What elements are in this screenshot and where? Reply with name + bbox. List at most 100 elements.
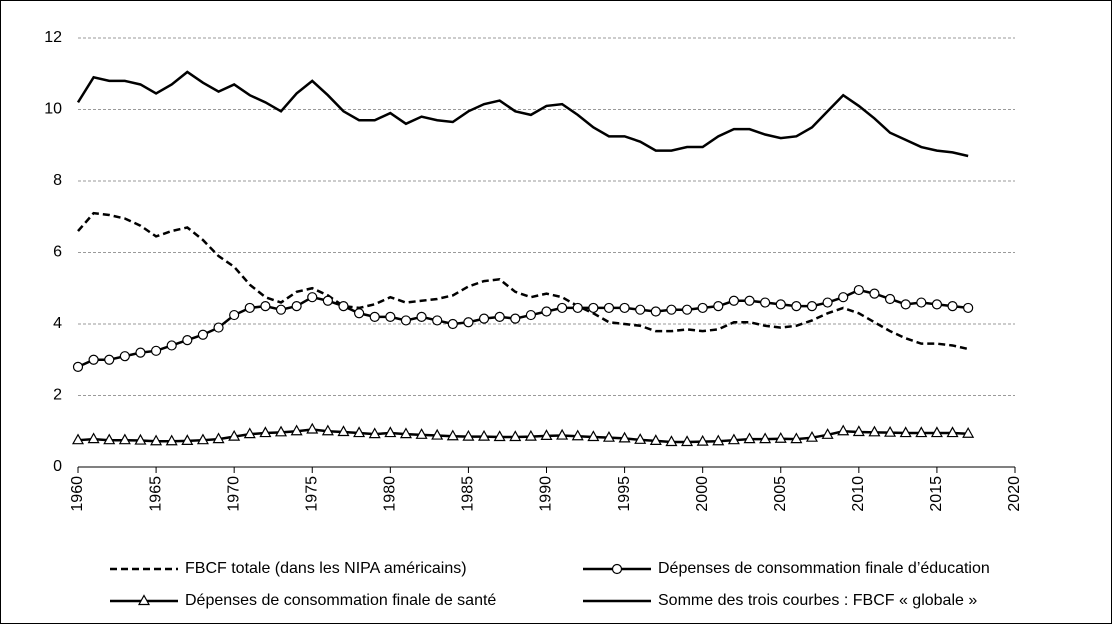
data-point — [853, 284, 864, 296]
data-point — [962, 427, 975, 438]
legend-label: Somme des trois courbes : FBCF « globale… — [658, 592, 977, 609]
data-point — [229, 309, 240, 321]
data-point — [947, 301, 958, 312]
data-point — [790, 432, 803, 444]
data-point — [884, 293, 896, 305]
data-point — [165, 434, 178, 446]
data-point — [509, 430, 522, 442]
data-point — [666, 304, 677, 315]
data-point — [760, 297, 771, 308]
data-point — [338, 301, 349, 312]
legend-label: Dépenses de consommation finale de santé — [185, 592, 496, 609]
data-point — [557, 302, 568, 314]
x-tick-label: 1995 — [616, 476, 633, 512]
data-point — [822, 297, 833, 308]
data-point — [744, 295, 755, 306]
data-point — [399, 427, 412, 439]
y-tick-label: 10 — [44, 101, 62, 118]
data-point — [791, 301, 802, 312]
data-point — [602, 430, 615, 442]
x-tick-label: 1965 — [147, 476, 164, 512]
data-point — [118, 433, 131, 445]
data-point — [650, 306, 661, 317]
data-point — [213, 322, 224, 333]
data-point — [275, 304, 287, 315]
data-point — [852, 425, 865, 437]
data-point — [665, 435, 678, 447]
x-tick-label: 1970 — [225, 476, 242, 512]
data-point — [196, 433, 209, 445]
data-point — [384, 426, 397, 438]
data-point — [446, 429, 459, 441]
data-point — [540, 429, 553, 440]
data-point — [385, 311, 396, 322]
data-point — [930, 426, 943, 438]
data-point — [135, 347, 146, 358]
data-point — [931, 299, 943, 310]
data-point — [868, 425, 881, 437]
data-point — [821, 428, 834, 439]
data-point — [368, 427, 381, 439]
data-point — [587, 430, 600, 442]
data-point — [805, 430, 819, 442]
data-point — [322, 295, 333, 306]
data-point — [87, 432, 100, 444]
data-point — [649, 434, 662, 446]
y-tick-label: 4 — [53, 315, 62, 332]
data-point — [134, 433, 147, 445]
data-point — [916, 297, 927, 308]
data-point — [681, 435, 694, 447]
data-point — [572, 302, 583, 314]
data-point — [712, 434, 725, 446]
x-tick-label: 2005 — [772, 476, 789, 512]
data-point — [119, 351, 130, 362]
data-point — [635, 304, 646, 315]
data-point — [104, 354, 115, 365]
legend-marker — [611, 563, 623, 575]
data-point — [291, 301, 302, 312]
data-point — [228, 429, 241, 441]
data-point — [290, 424, 303, 436]
data-point — [369, 311, 380, 322]
data-point — [166, 340, 177, 351]
series-line — [77, 288, 969, 369]
data-point — [244, 302, 255, 314]
data-point — [416, 311, 427, 322]
data-point — [72, 361, 84, 372]
data-point — [182, 334, 193, 346]
data-point — [354, 308, 365, 319]
data-point — [525, 309, 536, 321]
data-point — [259, 426, 272, 438]
data-point — [727, 433, 740, 445]
y-tick-label: 0 — [53, 458, 62, 475]
data-point — [728, 295, 740, 306]
data-point — [697, 302, 708, 314]
data-point — [197, 329, 209, 340]
data-point — [274, 425, 288, 437]
x-tick-label: 1980 — [382, 476, 399, 512]
y-tick-label: 2 — [53, 387, 62, 404]
y-tick-label: 12 — [44, 29, 62, 46]
data-point — [353, 426, 366, 438]
data-point — [696, 434, 709, 446]
data-point — [681, 304, 693, 315]
data-point — [306, 422, 319, 434]
data-point — [603, 302, 615, 314]
x-tick-label: 1990 — [538, 476, 555, 512]
data-point — [571, 429, 584, 441]
x-tick-label: 1960 — [69, 476, 86, 512]
data-point — [713, 301, 724, 312]
data-point — [432, 315, 443, 326]
x-tick-label: 2015 — [928, 476, 945, 512]
data-point — [415, 428, 428, 439]
data-point — [463, 317, 474, 328]
data-point — [915, 426, 928, 438]
data-point — [806, 301, 818, 312]
data-point — [963, 302, 974, 314]
data-point — [838, 292, 849, 303]
data-point — [88, 354, 99, 365]
data-point — [478, 429, 491, 441]
data-point — [260, 301, 271, 312]
data-point — [212, 432, 225, 444]
